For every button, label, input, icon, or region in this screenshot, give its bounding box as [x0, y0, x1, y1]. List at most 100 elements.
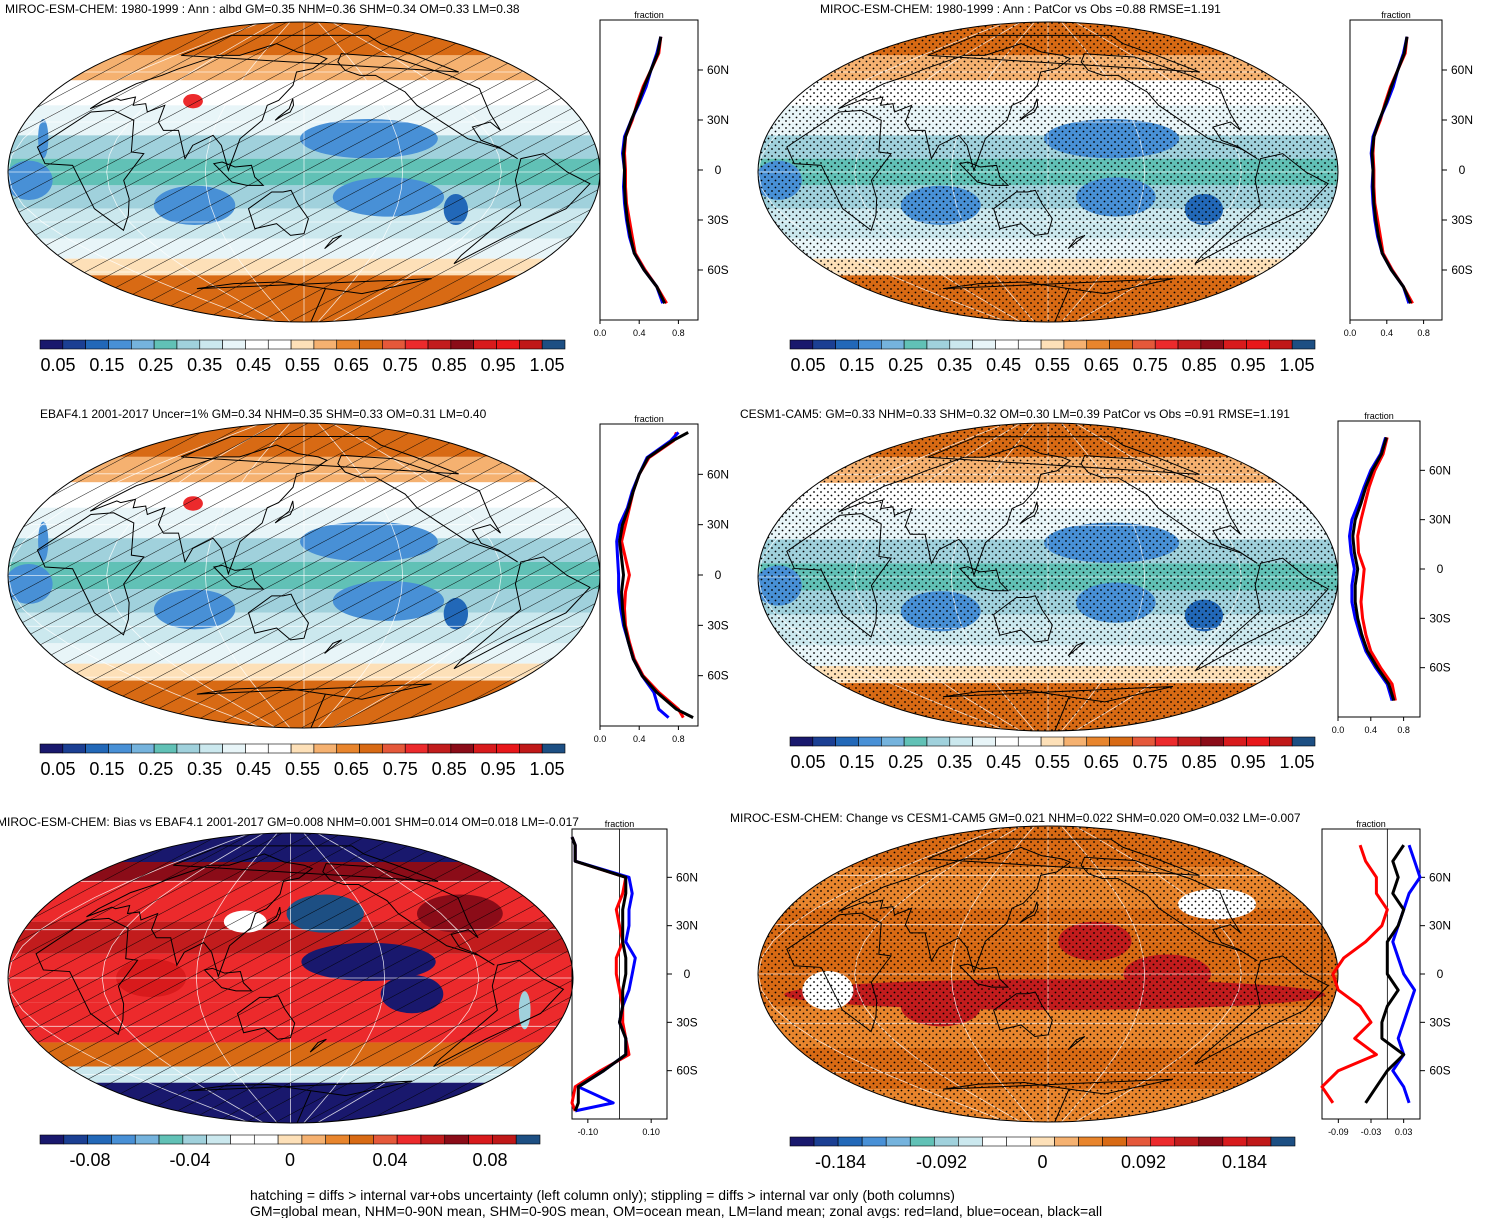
colorbar-swatch: [222, 743, 246, 754]
colorbar-swatch: [1269, 339, 1293, 350]
colorbar-label: 0.85: [432, 355, 467, 375]
colorbar-swatch: [789, 736, 814, 747]
colorbar-swatch: [995, 736, 1019, 747]
colorbar-swatch: [1177, 339, 1202, 350]
zonal-ytick-label: 0: [715, 163, 722, 177]
colorbar: 0.05 0.15 0.25 0.35 0.45 0.55 0.65 0.75 0.85 0.95…: [39, 339, 566, 375]
colorbar-swatch: [39, 743, 64, 754]
colorbar-swatch: [972, 339, 996, 350]
colorbar-swatch: [1223, 736, 1247, 747]
zonal-series-land: [1371, 36, 1414, 305]
colorbar-swatch: [420, 1134, 446, 1145]
panel-title: CESM1-CAM5: GM=0.33 NHM=0.33 SHM=0.32 OM…: [740, 407, 1290, 421]
colorbar-label: 0.25: [888, 752, 923, 772]
colorbar-label: 0.95: [481, 759, 516, 779]
colorbar-swatch: [1086, 339, 1110, 350]
colorbar-swatch: [336, 743, 360, 754]
colorbar-label: 0.15: [839, 752, 874, 772]
colorbar-label: 0.25: [138, 759, 173, 779]
colorbar-swatch: [1291, 736, 1316, 747]
colorbar-swatch: [359, 743, 383, 754]
colorbar-swatch: [349, 1134, 374, 1145]
colorbar-swatch: [313, 339, 338, 350]
colorbar-swatch: [1222, 1136, 1248, 1147]
colorbar: -0.184 -0.092 0 0.092 0.184: [789, 1136, 1296, 1172]
zonal-title: fraction: [1356, 819, 1386, 829]
colorbar-label: 0.65: [334, 759, 369, 779]
colorbar-swatch: [949, 339, 973, 350]
zonal-ytick-label: 60N: [707, 63, 729, 77]
colorbar-label: 0.55: [1035, 752, 1070, 772]
colorbar-label: 0.45: [236, 759, 271, 779]
hatching-overlay: [8, 423, 600, 728]
zonal-ytick-label: 60S: [707, 263, 728, 277]
zonal-ytick-label: 30S: [1429, 1015, 1450, 1029]
colorbar-swatch: [62, 743, 86, 754]
zonal-ytick-label: 0: [1437, 967, 1444, 981]
colorbar-swatch: [230, 1134, 255, 1145]
colorbar-swatch: [1223, 339, 1247, 350]
zonal-series-all: [1351, 436, 1396, 702]
zonal-series-ocean: [615, 431, 680, 719]
colorbar-swatch: [63, 1134, 88, 1145]
colorbar-swatch: [473, 339, 497, 350]
colorbar-swatch: [382, 743, 406, 754]
colorbar-swatch: [1150, 1136, 1176, 1147]
colorbar: 0.05 0.15 0.25 0.35 0.45 0.55 0.65 0.75 0.85 0.95…: [789, 339, 1316, 375]
colorbar-label: 0.75: [1133, 355, 1168, 375]
colorbar-label: 0.95: [481, 355, 516, 375]
colorbar-swatch: [87, 1134, 112, 1145]
colorbar-swatch: [949, 736, 973, 747]
colorbar-swatch: [153, 339, 178, 350]
colorbar-swatch: [958, 1136, 983, 1147]
colorbar-label: 0.35: [937, 355, 972, 375]
colorbar-label: 0.75: [1133, 752, 1168, 772]
panel-5: fraction 60N 30N 0 30S 60S -0.10 0.10 -0.08 -0.04…: [0, 815, 698, 1170]
zonal-title: fraction: [634, 10, 664, 20]
colorbar-label: 0.05: [40, 759, 75, 779]
colorbar-swatch: [222, 339, 246, 350]
colorbar-label: 0.65: [1084, 752, 1119, 772]
colorbar-label: 0.75: [383, 759, 418, 779]
zonal-xtick-label: 0.03: [1395, 1127, 1413, 1137]
colorbar-swatch: [134, 1134, 160, 1145]
colorbar-swatch: [313, 743, 338, 754]
colorbar-swatch: [837, 1136, 863, 1147]
colorbar-swatch: [1200, 736, 1224, 747]
colorbar-swatch: [1017, 339, 1042, 350]
zonal-profile: fraction 60N 30N 0 30S 60S -0.09 -0.03 0.03: [1320, 819, 1451, 1137]
colorbar-swatch: [1126, 1136, 1152, 1147]
colorbar-swatch: [496, 339, 520, 350]
colorbar-swatch: [1269, 736, 1293, 747]
colorbar-swatch: [885, 1136, 911, 1147]
colorbar-label: 0.05: [790, 752, 825, 772]
colorbar: 0.05 0.15 0.25 0.35 0.45 0.55 0.65 0.75 0.85 0.95…: [39, 743, 566, 779]
zonal-ytick-label: 30S: [1429, 611, 1450, 625]
colorbar: 0.05 0.15 0.25 0.35 0.45 0.55 0.65 0.75 0.85 0.95…: [789, 736, 1316, 772]
zonal-ytick-label: 0: [715, 568, 722, 582]
colorbar-label: -0.08: [69, 1150, 110, 1170]
colorbar-swatch: [85, 743, 109, 754]
colorbar-swatch: [982, 1136, 1007, 1147]
panel-title: MIROC-ESM-CHEM: 1980-1999 : Ann : PatCor…: [820, 2, 1221, 16]
colorbar-swatch: [267, 743, 292, 754]
zonal-profile: fraction 60N 30N 0 30S 60S 0.0 0.4 0.8: [1344, 10, 1473, 338]
zonal-ytick-label: 30S: [676, 1015, 697, 1029]
colorbar-swatch: [359, 339, 383, 350]
colorbar-swatch: [199, 743, 223, 754]
colorbar-label: 0.45: [986, 355, 1021, 375]
zonal-ytick-label: 0: [1437, 562, 1444, 576]
zonal-xtick-label: 0.0: [594, 734, 607, 744]
zonal-series-all: [622, 36, 667, 304]
stippling-overlay: [758, 22, 1338, 322]
colorbar-swatch: [1132, 339, 1156, 350]
colorbar-swatch: [336, 339, 360, 350]
colorbar-label: 0.05: [40, 355, 75, 375]
zonal-xtick-label: 0.4: [1381, 328, 1394, 338]
hatching-overlay: [8, 833, 573, 1123]
colorbar-swatch: [325, 1134, 350, 1145]
zonal-title: fraction: [605, 819, 635, 829]
colorbar-label: 0: [285, 1150, 295, 1170]
colorbar-label: -0.04: [169, 1150, 210, 1170]
colorbar-swatch: [206, 1134, 231, 1145]
